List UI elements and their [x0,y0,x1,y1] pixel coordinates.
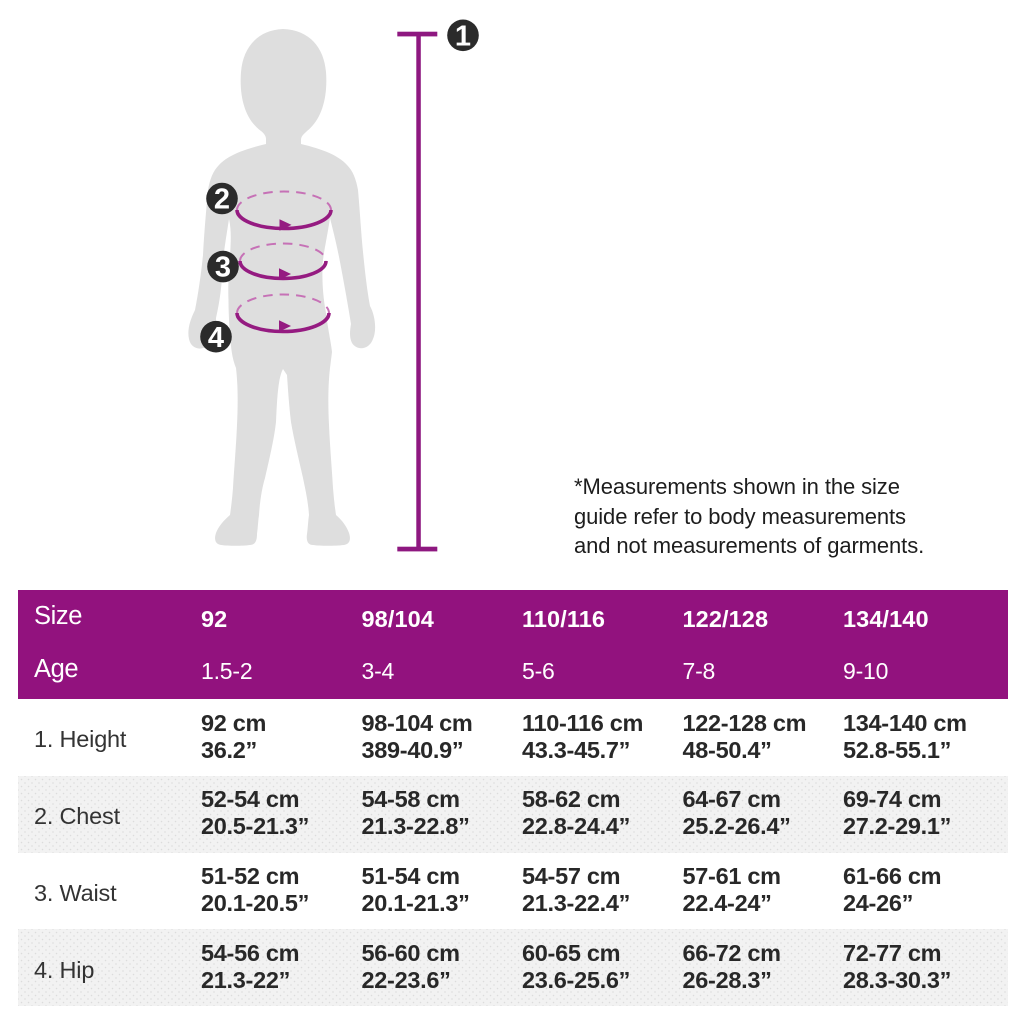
svg-text:2: 2 [214,184,230,216]
svg-text:1: 1 [455,20,471,52]
svg-text:3: 3 [215,252,231,284]
svg-text:4: 4 [208,322,224,354]
